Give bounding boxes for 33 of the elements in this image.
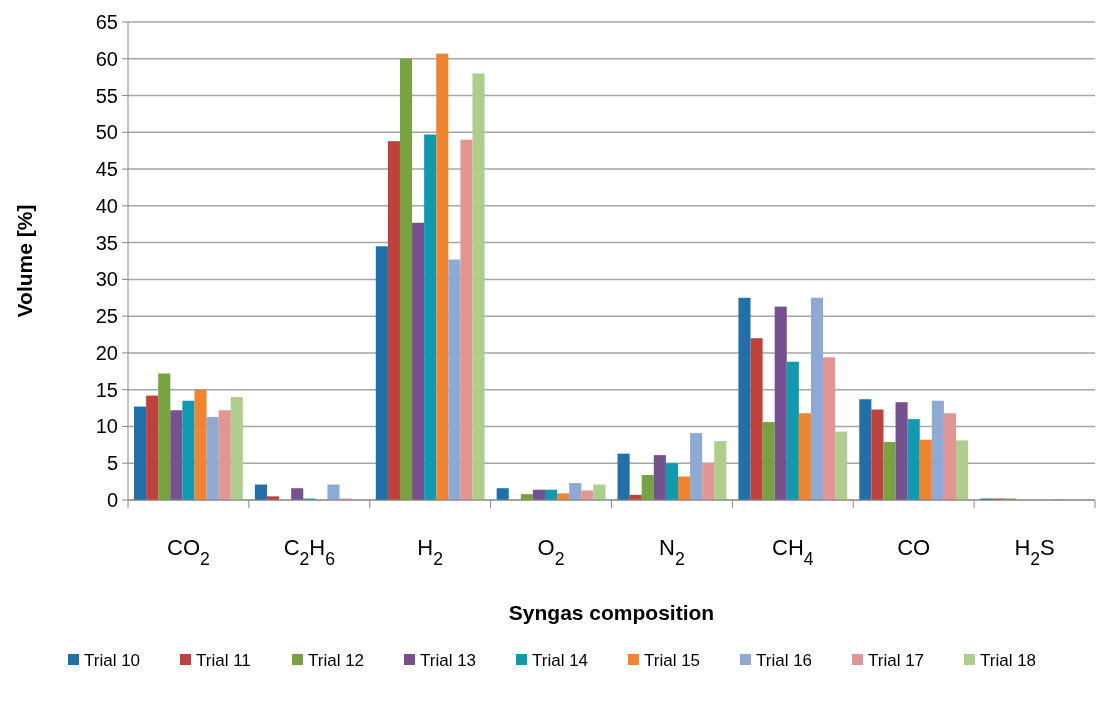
- legend-label: Trial 10: [84, 650, 141, 670]
- y-tick-label: 5: [106, 452, 118, 475]
- y-tick-label: 30: [95, 268, 118, 291]
- y-tick-label: 40: [95, 194, 118, 217]
- legend-label: Trial 14: [532, 650, 589, 670]
- y-tick-label: 45: [95, 158, 118, 181]
- y-tick-label: 20: [95, 341, 118, 364]
- legend-label: Trial 17: [868, 650, 925, 670]
- x-axis-title: Syngas composition: [508, 601, 715, 624]
- x-tick-label: O$_{2}$: [537, 535, 565, 569]
- x-tick-label: H$_{2}$: [417, 535, 444, 569]
- x-tick-label: CO: [897, 535, 931, 560]
- y-axis-title: Volume [%]: [13, 204, 36, 318]
- x-tick-label: CH$_{4}$: [772, 535, 814, 569]
- y-tick-label: 10: [95, 415, 118, 438]
- x-tick-label: CO$_{2}$: [167, 535, 210, 569]
- y-tick-label: 65: [95, 11, 118, 33]
- y-tick-label: 15: [95, 378, 118, 401]
- y-tick-label: 35: [95, 231, 118, 254]
- x-tick-label: N$_{2}$: [659, 535, 685, 569]
- y-tick-label: 60: [95, 47, 118, 70]
- y-tick-label: 0: [106, 489, 118, 511]
- legend-label: Trial 11: [196, 650, 251, 670]
- legend-label: Trial 13: [420, 650, 477, 670]
- x-tick-label: C$_{2}$H$_{6}$: [283, 535, 336, 569]
- legend-label: Trial 18: [980, 650, 1037, 670]
- y-tick-label: 55: [95, 84, 118, 107]
- legend-label: Trial 15: [644, 650, 701, 670]
- y-tick-label: 25: [95, 305, 118, 328]
- y-tick-label: 50: [95, 121, 118, 144]
- legend-label: Trial 12: [308, 650, 365, 670]
- legend-label: Trial 16: [756, 650, 813, 670]
- x-tick-label: H$_{2}$S: [1014, 535, 1055, 569]
